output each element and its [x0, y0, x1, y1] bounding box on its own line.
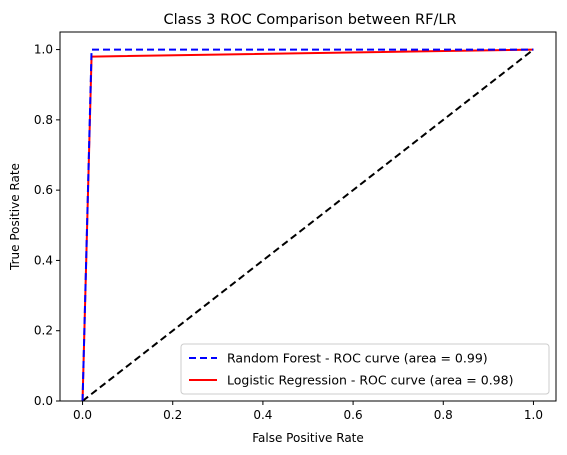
x-tick-label: 0.2	[163, 408, 182, 422]
chart-title: Class 3 ROC Comparison between RF/LR	[163, 12, 456, 28]
x-tick-label: 1.0	[524, 408, 543, 422]
x-tick-label: 0.6	[344, 408, 363, 422]
y-tick-label: 1.0	[34, 43, 53, 57]
y-axis-ticks: 0.0 0.2 0.4 0.6 0.8 1.0	[34, 43, 60, 408]
x-tick-label: 0.4	[253, 408, 272, 422]
y-tick-label: 0.2	[34, 324, 53, 338]
y-axis-label: True Positive Rate	[8, 163, 22, 271]
y-tick-label: 0.4	[34, 253, 53, 267]
series-layer	[81, 48, 535, 402]
chance-diagonal-line	[81, 48, 535, 402]
x-tick-label: 0.0	[73, 408, 92, 422]
legend: Random Forest - ROC curve (area = 0.99) L…	[180, 343, 550, 395]
legend-entry-label: Logistic Regression - ROC curve (area = …	[227, 373, 513, 388]
y-tick-label: 0.6	[34, 183, 53, 197]
y-tick-label: 0.8	[34, 113, 53, 127]
y-tick-label: 0.0	[34, 394, 53, 408]
plot-frame	[59, 31, 557, 402]
x-axis-ticks: 0.0 0.2 0.4 0.6 0.8 1.0	[73, 401, 543, 422]
x-tick-label: 0.8	[434, 408, 453, 422]
legend-box	[180, 343, 550, 395]
x-axis-label: False Positive Rate	[252, 431, 364, 445]
legend-entry-label: Random Forest - ROC curve (area = 0.99)	[227, 351, 488, 366]
